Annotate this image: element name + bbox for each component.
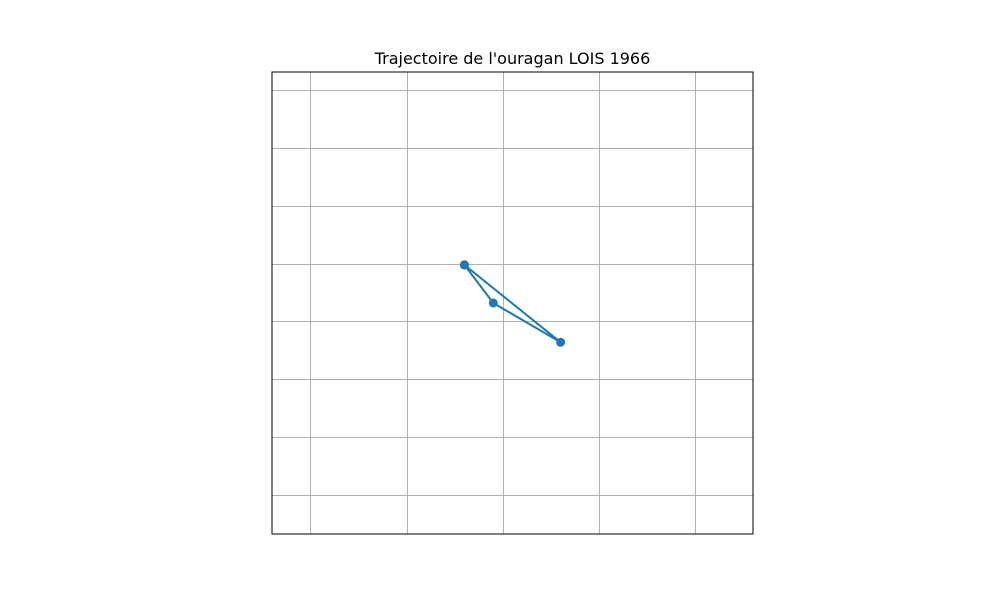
series-layer (459, 260, 566, 347)
track-point (556, 337, 566, 347)
chart-title: Trajectoire de l'ouragan LOIS 1966 (374, 49, 651, 68)
plot-frame (271, 71, 754, 535)
grid-layer (272, 72, 753, 534)
track-point (459, 260, 469, 270)
track-point (488, 298, 498, 308)
track-line (463, 263, 562, 344)
